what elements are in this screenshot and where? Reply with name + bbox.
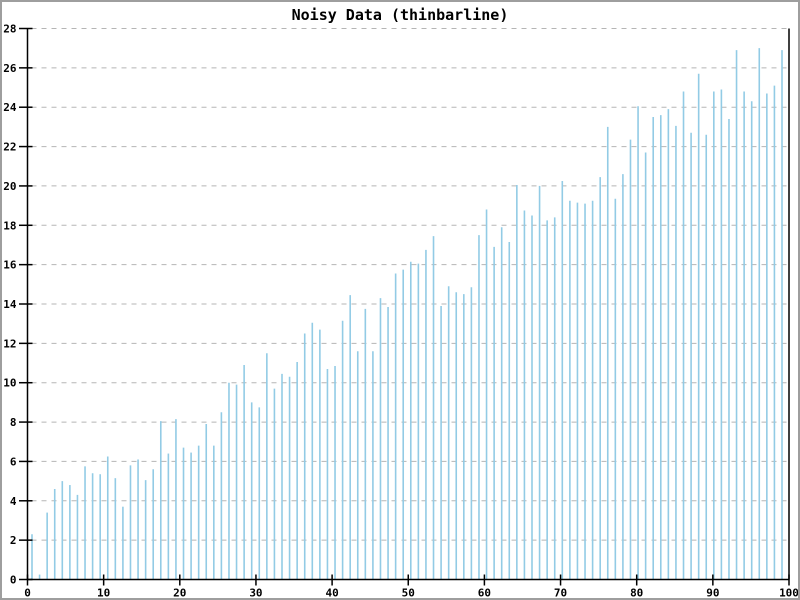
y-tick-label-6: 6 [10,455,17,468]
x-tick-label-60: 60 [478,587,491,600]
x-tick-label-70: 70 [554,587,567,600]
x-tick-label-30: 30 [249,587,262,600]
x-tick-label-80: 80 [630,587,643,600]
chart-title: Noisy Data (thinbarline) [291,6,509,24]
y-tick-label-12: 12 [3,337,16,350]
y-tick-label-26: 26 [3,62,17,75]
y-tick-label-2: 2 [10,534,17,547]
y-tick-label-20: 20 [3,180,16,193]
y-tick-label-28: 28 [3,23,16,36]
x-tick-label-50: 50 [402,587,415,600]
x-tick-label-10: 10 [97,587,110,600]
y-tick-label-24: 24 [3,101,17,114]
x-tick-label-90: 90 [706,587,719,600]
y-tick-label-4: 4 [10,495,17,508]
x-tick-label-20: 20 [173,587,186,600]
y-tick-label-16: 16 [3,259,17,272]
y-tick-label-0: 0 [10,574,17,587]
y-tick-label-10: 10 [3,377,16,390]
y-tick-label-8: 8 [10,416,17,429]
x-tick-label-40: 40 [325,587,338,600]
y-tick-label-22: 22 [3,141,16,154]
x-tick-label-0: 0 [24,587,31,600]
y-tick-label-14: 14 [3,298,17,311]
x-tick-label-100: 100 [779,587,799,600]
y-tick-label-18: 18 [3,219,16,232]
